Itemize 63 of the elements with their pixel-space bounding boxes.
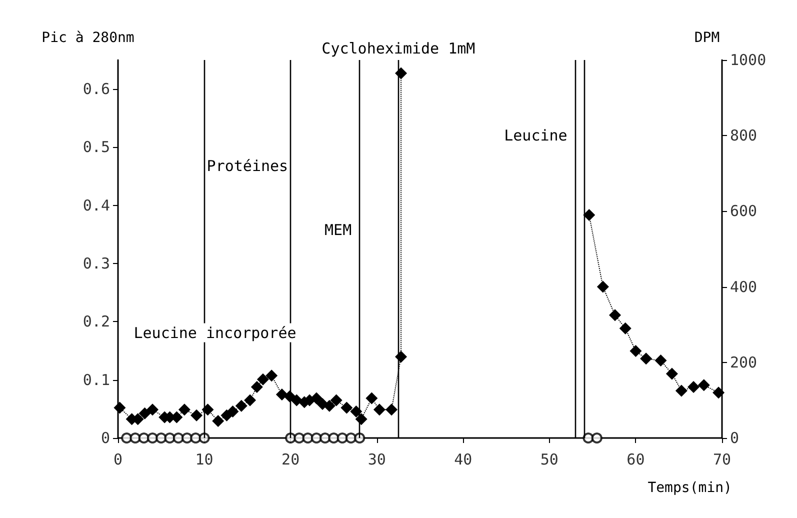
x-tick-label: 40: [454, 450, 472, 468]
point: [350, 406, 362, 418]
point: [146, 404, 159, 416]
point: [688, 380, 700, 393]
point: [386, 404, 398, 416]
y2-tick-label: 800: [730, 126, 758, 145]
point: [373, 404, 386, 416]
point: [654, 354, 667, 367]
y2-tick-label: 1000: [730, 51, 766, 69]
y-axis-title: Pic à 280nm: [42, 30, 134, 46]
y-tick-label: 0.6: [82, 80, 110, 98]
y2-tick-label: 600: [730, 202, 758, 220]
point: [366, 392, 378, 404]
y-tick-label: 0.2: [82, 312, 110, 331]
point: [330, 394, 342, 406]
point: [619, 322, 632, 334]
ref-line-label: Leucine: [504, 126, 568, 145]
point: [114, 402, 126, 414]
point: [583, 208, 596, 221]
y-tick-label: 0.5: [82, 138, 110, 156]
point: [235, 400, 248, 412]
ref-line-label: Cycloheximide 1mM: [322, 40, 476, 58]
ref-line-label: MEM: [324, 221, 352, 240]
point: [609, 309, 622, 322]
point: [244, 394, 256, 406]
point: [712, 386, 725, 399]
point: [202, 404, 214, 416]
point: [212, 414, 224, 427]
point: [250, 380, 263, 393]
point: [266, 370, 278, 382]
y2-tick-label: 0: [730, 429, 740, 447]
y2-axis-title: DPM: [694, 30, 720, 46]
point: [640, 352, 652, 365]
point: [226, 406, 239, 418]
x-axis-title: Temps(min): [648, 480, 732, 496]
point: [630, 345, 642, 358]
x-tick-label: 0: [113, 450, 123, 468]
x-tick-label: 30: [368, 450, 386, 468]
x-tick-label: 60: [626, 450, 645, 468]
y-tick-label: 0.1: [82, 370, 110, 389]
point: [698, 379, 710, 392]
point: [256, 373, 269, 386]
point: [276, 388, 288, 401]
text: Leucine incorporée: [134, 324, 296, 342]
point: [178, 404, 190, 416]
point: [395, 67, 408, 80]
point: [138, 407, 151, 420]
x-tick-label: 10: [195, 450, 214, 468]
x-tick-label: 50: [540, 450, 558, 468]
y-tick-label: 0.3: [82, 254, 110, 273]
y2-tick-label: 400: [730, 278, 758, 296]
y-tick-label: 0.4: [82, 196, 110, 214]
point: [395, 350, 408, 363]
x-tick-label: 70: [712, 450, 732, 468]
point: [666, 368, 678, 380]
point: [675, 384, 688, 397]
y2-tick-label: 200: [730, 353, 758, 372]
point: [190, 409, 203, 422]
point: [340, 402, 353, 414]
y-tick-label: 0: [100, 429, 110, 447]
annotation: Protéines: [206, 156, 288, 175]
point: [596, 280, 609, 293]
x-tick-label: 20: [282, 450, 300, 468]
